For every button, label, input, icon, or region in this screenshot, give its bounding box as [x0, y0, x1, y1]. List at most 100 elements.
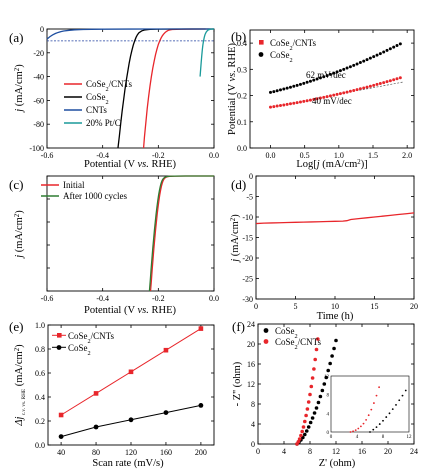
y-tick-label: -100	[29, 144, 44, 153]
data-point	[348, 89, 352, 93]
legend-label: CoSe2	[86, 92, 109, 106]
data-point	[303, 432, 307, 437]
y-tick-label: 20	[247, 340, 255, 349]
y-tick-label: 8	[251, 400, 255, 409]
data-point	[338, 92, 342, 96]
panel-letter: (a)	[9, 30, 23, 45]
data-point	[358, 61, 362, 65]
plot-frame	[46, 175, 215, 292]
legend-label-sub: 2	[88, 338, 91, 345]
x-tick-label: 0.0	[209, 151, 219, 160]
y-tick-label: 1.0	[35, 321, 45, 330]
y-tick-label: 0.4	[35, 393, 45, 402]
legend-label-main: CoSe	[270, 38, 290, 48]
inset-data-point	[378, 423, 381, 425]
inset-data-point	[382, 419, 384, 422]
data-point	[297, 437, 302, 441]
data-point	[378, 52, 382, 56]
legend-marker	[259, 40, 264, 45]
data-point	[312, 411, 317, 415]
data-point	[395, 77, 399, 81]
inset-data-point	[398, 399, 401, 402]
x-tick-label: 0	[256, 447, 260, 456]
data-point	[316, 400, 321, 405]
data-point	[285, 102, 289, 106]
y-tick-label: 0.2	[35, 417, 45, 426]
x-tick-label: 16	[358, 447, 366, 456]
legend-label: CoSe2/CNTs	[86, 79, 133, 93]
data-point	[368, 84, 372, 88]
inset-y-tick-label: 8	[327, 394, 330, 399]
legend-label-sub: 2	[290, 57, 293, 64]
data-point	[375, 53, 379, 57]
data-point	[302, 99, 306, 103]
y-tick-label: 0.1	[237, 118, 247, 127]
data-point	[313, 357, 318, 362]
data-point	[330, 354, 334, 358]
inset-data-point	[385, 416, 388, 418]
y-axis-label-part: 2	[14, 213, 21, 217]
inset-data-point	[375, 426, 378, 428]
data-point	[398, 42, 402, 46]
inset-data-point	[369, 431, 371, 433]
data-point	[272, 90, 276, 94]
legend-label: 20% Pt/C	[86, 118, 121, 128]
panel-letter: (f)	[232, 319, 245, 334]
legend-label: CoSe2	[270, 50, 293, 64]
data-point	[332, 346, 336, 351]
inset-y-tick-label: 12	[324, 375, 330, 380]
data-point	[298, 82, 302, 86]
data-point	[282, 87, 286, 91]
x-axis-label-part: 2	[357, 159, 361, 166]
data-point	[301, 425, 306, 429]
inset-x-tick-label: 8	[382, 435, 385, 440]
x-tick-label: 20	[410, 302, 418, 311]
x-axis-label-part: RHE)	[149, 159, 177, 170]
data-point	[305, 99, 309, 103]
inset-data-point	[349, 431, 352, 433]
legend-label-main: CoSe	[68, 331, 88, 341]
plot-frame	[255, 175, 415, 300]
x-axis-label: Z' (ohm)	[319, 458, 356, 469]
data-point	[269, 90, 272, 94]
data-point	[312, 78, 316, 82]
data-point	[385, 80, 389, 84]
y-tick-label: 0.0	[237, 144, 247, 153]
data-point	[310, 376, 315, 380]
panel-letter: (c)	[9, 177, 23, 192]
y-axis-label-part: (mA/cm	[14, 351, 25, 389]
data-point	[392, 45, 396, 49]
data-point	[198, 326, 204, 331]
data-point	[362, 59, 366, 63]
data-point	[325, 74, 329, 78]
x-tick-label: 10	[331, 302, 339, 311]
series-line	[255, 212, 415, 225]
panel-e: (e) 40 80 120 160 200 0.0 0.2 0.4 0.6 0.8 1.0 Scan r…	[9, 319, 215, 469]
data-point	[332, 71, 336, 75]
panel-letter: (e)	[9, 319, 23, 334]
y-axis-label-part: (mA/cm	[14, 71, 25, 109]
data-point	[58, 434, 64, 439]
data-point	[285, 86, 289, 90]
data-point	[342, 67, 346, 71]
x-tick-label: 15	[371, 302, 379, 311]
y-tick-label: 0	[251, 440, 255, 449]
y-axis-label-part: j	[14, 109, 25, 114]
data-point	[345, 90, 349, 94]
legend-label-sub: 2	[106, 86, 109, 93]
y-axis-label-part: - Z''	[232, 390, 243, 406]
data-point	[365, 85, 369, 89]
panel-c: (c) -0.6 -0.4 -0.2 0.0 Potential (V vs. RHE) j…	[9, 175, 219, 316]
x-tick-label: -0.6	[41, 151, 54, 160]
inset-data-point	[373, 402, 375, 404]
data-point	[328, 72, 332, 76]
series-line	[149, 175, 215, 292]
legend-label: CNTs	[86, 105, 107, 115]
inset-data-point	[372, 428, 375, 431]
data-point	[352, 63, 356, 67]
legend-label: CoSe2/CNTs	[270, 38, 317, 52]
legend-label: After 1000 cycles	[63, 191, 127, 201]
y-tick-label: -25	[242, 275, 253, 284]
y-axis-label-part: c.v. vs. RHE	[21, 389, 27, 417]
